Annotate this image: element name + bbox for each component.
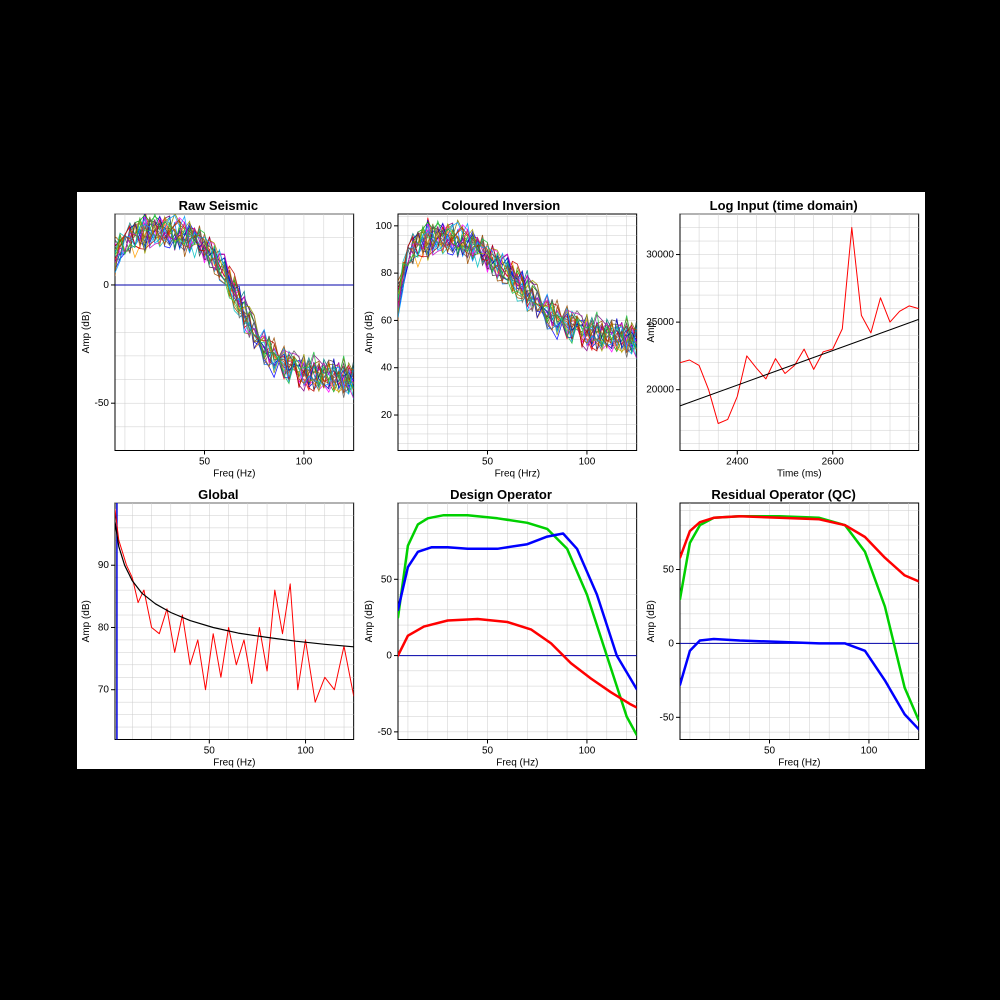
xlabel-global: Freq (Hz) bbox=[213, 757, 255, 768]
xlabel-design_operator: Freq (Hz) bbox=[496, 757, 538, 768]
svg-text:100: 100 bbox=[375, 221, 392, 232]
chart-raw_seismic: 50 100 -50 0 Freq (Hz) Amp (dB) bbox=[77, 192, 360, 481]
svg-text:2600: 2600 bbox=[822, 456, 845, 467]
svg-text:50: 50 bbox=[482, 456, 494, 467]
chart-coloured_inversion: 50 100 20 40 60 80 100 Freq (Hrz) Amp (dB) bbox=[360, 192, 643, 481]
ylabel-residual_operator: Amp (dB) bbox=[646, 600, 657, 642]
svg-text:100: 100 bbox=[297, 745, 314, 756]
svg-text:50: 50 bbox=[764, 745, 776, 756]
xlabel-raw_seismic: Freq (Hz) bbox=[213, 468, 255, 479]
svg-text:100: 100 bbox=[578, 456, 595, 467]
cell-log-input: Log Input (time domain) 2400260020000250… bbox=[642, 192, 925, 481]
cell-coloured-inversion: Coloured Inversion 5010020406080100Freq … bbox=[360, 192, 643, 481]
svg-text:50: 50 bbox=[482, 745, 494, 756]
ylabel-design_operator: Amp (dB) bbox=[364, 600, 375, 642]
svg-text:0: 0 bbox=[103, 280, 109, 291]
ylabel-coloured_inversion: Amp (dB) bbox=[364, 311, 375, 353]
svg-text:0: 0 bbox=[386, 650, 392, 661]
svg-text:40: 40 bbox=[381, 363, 393, 374]
svg-text:80: 80 bbox=[381, 268, 393, 279]
chart-global: 50 100 70 80 90 Freq (Hz) Amp (dB) bbox=[77, 481, 360, 770]
ylabel-global: Amp (dB) bbox=[81, 600, 92, 642]
cell-global: Global 50100708090Freq (Hz)Amp (dB) bbox=[77, 481, 360, 770]
cell-residual-operator: Residual Operator (QC) 50100-50050Freq (… bbox=[642, 481, 925, 770]
ylabel-log_input: Amp bbox=[646, 322, 657, 343]
svg-text:-50: -50 bbox=[95, 398, 110, 409]
svg-text:90: 90 bbox=[98, 560, 110, 571]
chart-panel: Raw Seismic 50100-500Freq (Hz)Amp (dB) C… bbox=[77, 192, 925, 769]
svg-text:-50: -50 bbox=[660, 712, 675, 723]
svg-text:100: 100 bbox=[578, 745, 595, 756]
svg-text:60: 60 bbox=[381, 315, 393, 326]
chart-grid: Raw Seismic 50100-500Freq (Hz)Amp (dB) C… bbox=[77, 192, 925, 769]
svg-text:100: 100 bbox=[861, 745, 878, 756]
cell-design-operator: Design Operator 50100-50050Freq (Hz)Amp … bbox=[360, 481, 643, 770]
cell-raw-seismic: Raw Seismic 50100-500Freq (Hz)Amp (dB) bbox=[77, 192, 360, 481]
svg-text:50: 50 bbox=[663, 564, 675, 575]
svg-text:20: 20 bbox=[381, 410, 393, 421]
svg-text:0: 0 bbox=[669, 638, 675, 649]
svg-text:50: 50 bbox=[199, 456, 211, 467]
svg-text:100: 100 bbox=[296, 456, 313, 467]
chart-log_input: 24002600200002500030000Time (ms)Amp bbox=[642, 192, 925, 481]
svg-text:50: 50 bbox=[381, 574, 393, 585]
svg-text:30000: 30000 bbox=[647, 250, 675, 261]
xlabel-log_input: Time (ms) bbox=[777, 468, 822, 479]
svg-text:50: 50 bbox=[204, 745, 216, 756]
chart-residual_operator: 50100-50050Freq (Hz)Amp (dB) bbox=[642, 481, 925, 770]
svg-text:20000: 20000 bbox=[647, 385, 675, 396]
xlabel-coloured_inversion: Freq (Hrz) bbox=[494, 468, 539, 479]
svg-text:80: 80 bbox=[98, 622, 110, 633]
xlabel-residual_operator: Freq (Hz) bbox=[779, 757, 821, 768]
svg-text:-50: -50 bbox=[377, 726, 392, 737]
svg-text:2400: 2400 bbox=[726, 456, 749, 467]
ylabel-raw_seismic: Amp (dB) bbox=[81, 311, 92, 353]
svg-text:70: 70 bbox=[98, 684, 110, 695]
chart-design_operator: 50100-50050Freq (Hz)Amp (dB) bbox=[360, 481, 643, 770]
